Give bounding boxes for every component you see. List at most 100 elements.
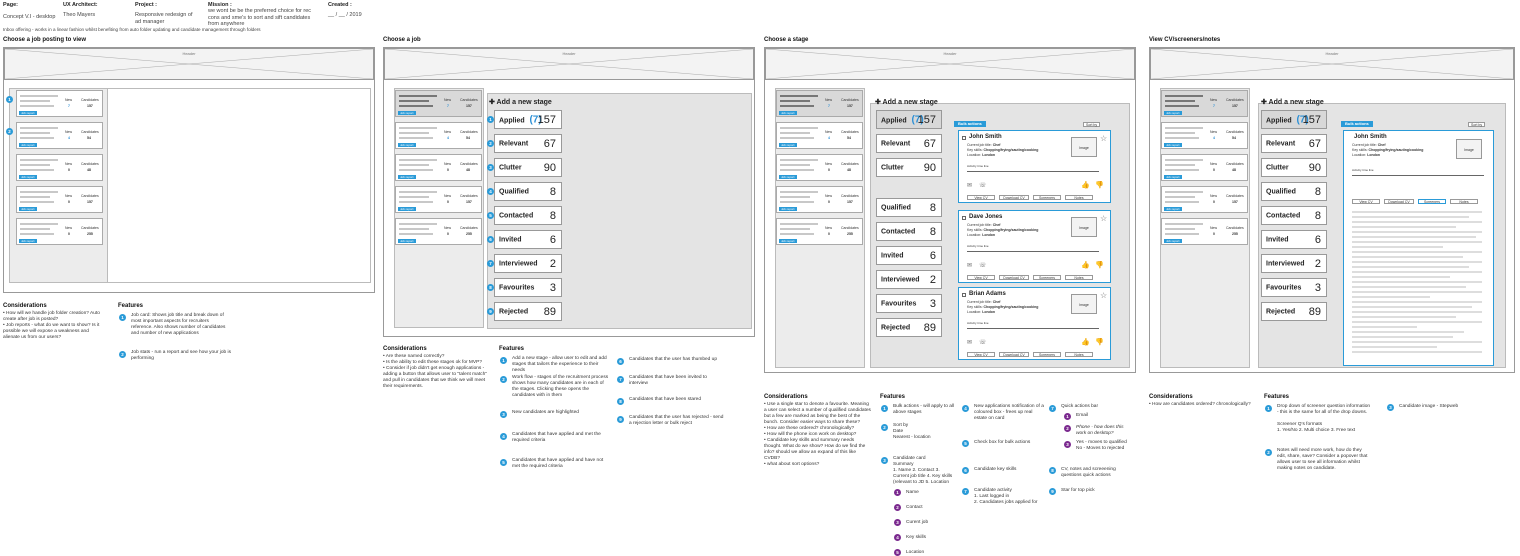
email-icon[interactable]: ✉ (967, 183, 973, 189)
job-card[interactable]: New Candidates 4 54 Job report (776, 122, 863, 149)
notes-button[interactable]: Notes (1065, 195, 1093, 200)
job-report-button[interactable]: Job report (1164, 175, 1182, 179)
stage-favourites[interactable]: Favourites 3 (876, 294, 942, 313)
stage-clutter[interactable]: Clutter 90 (494, 158, 562, 177)
screeners-button[interactable]: Screeners (1033, 275, 1061, 280)
stage-rejected[interactable]: Rejected 89 (494, 302, 562, 321)
add-stage-button[interactable]: ✚ Add a new stage (875, 99, 938, 106)
job-card[interactable]: New Candidates 4 54 Job report (1161, 122, 1248, 149)
view-cv-button[interactable]: View CV (1352, 199, 1380, 204)
job-report-button[interactable]: Job report (779, 143, 797, 147)
candidate-card[interactable]: Brian Adams Current job title: Chef Key sk… (958, 287, 1111, 360)
job-card[interactable]: New Candidates 0 157 Job report (16, 186, 103, 213)
bulk-checkbox[interactable] (962, 136, 966, 140)
job-card[interactable]: New Candidates 0 255 Job report (776, 218, 863, 245)
job-card[interactable]: New Candidates 0 157 Job report (776, 186, 863, 213)
stage-favourites[interactable]: Favourites 3 (1261, 278, 1327, 297)
job-report-button[interactable]: Job report (779, 239, 797, 243)
thumbs-up-icon[interactable]: 👍 (1081, 182, 1090, 189)
job-report-button[interactable]: Job report (398, 143, 416, 147)
stage-qualified[interactable]: Qualified 8 (494, 182, 562, 201)
download-cv-button[interactable]: Download CV (999, 275, 1029, 280)
stage-relevant[interactable]: Relevant 67 (876, 134, 942, 153)
job-card[interactable]: New Candidates 0 48 Job report (395, 154, 482, 181)
job-card[interactable]: New Candidates 7 157 Job report (16, 90, 103, 117)
phone-icon[interactable]: ☏ (979, 183, 987, 189)
job-card[interactable]: New Candidates 0 157 Job report (1161, 186, 1248, 213)
add-stage-button[interactable]: ✚ Add a new stage (1261, 99, 1324, 106)
stage-qualified[interactable]: Qualified 8 (876, 198, 942, 217)
stage-interviewed[interactable]: Interviewed 2 (876, 270, 942, 289)
screeners-button[interactable]: Screeners (1418, 199, 1446, 204)
thumbs-up-icon[interactable]: 👍 (1081, 262, 1090, 269)
view-cv-button[interactable]: View CV (967, 275, 995, 280)
job-report-button[interactable]: Job report (19, 207, 37, 211)
star-icon[interactable]: ☆ (1100, 134, 1108, 143)
bulk-actions-button[interactable]: Bulk actions (954, 121, 986, 127)
stage-relevant[interactable]: Relevant 67 (1261, 134, 1327, 153)
stage-invited[interactable]: Invited 6 (876, 246, 942, 265)
stage-relevant[interactable]: Relevant 67 (494, 134, 562, 153)
thumbs-down-icon[interactable]: 👎 (1095, 262, 1104, 269)
view-cv-button[interactable]: View CV (967, 195, 995, 200)
stage-rejected[interactable]: Rejected 89 (1261, 302, 1327, 321)
bulk-checkbox[interactable] (962, 216, 966, 220)
job-report-button[interactable]: Job report (19, 239, 37, 243)
star-icon[interactable]: ☆ (1100, 214, 1108, 223)
candidate-detail-card[interactable]: John Smith Current job title: Chef Key s… (1343, 130, 1494, 366)
stage-clutter[interactable]: Clutter 90 (1261, 158, 1327, 177)
job-report-button[interactable]: Job report (398, 207, 416, 211)
job-report-button[interactable]: Job report (1164, 207, 1182, 211)
stage-contacted[interactable]: Contacted 8 (494, 206, 562, 225)
screeners-button[interactable]: Screeners (1033, 195, 1061, 200)
stage-contacted[interactable]: Contacted 8 (876, 222, 942, 241)
job-report-button[interactable]: Job report (19, 111, 37, 115)
job-card[interactable]: New Candidates 0 157 Job report (395, 186, 482, 213)
stage-applied[interactable]: Applied (7) 157 (1261, 110, 1327, 129)
job-report-button[interactable]: Job report (398, 239, 416, 243)
stage-qualified[interactable]: Qualified 8 (1261, 182, 1327, 201)
email-icon[interactable]: ✉ (967, 340, 973, 346)
star-icon[interactable]: ☆ (1100, 291, 1108, 300)
job-card[interactable]: New Candidates 7 157 Job report (395, 90, 482, 117)
candidate-card[interactable]: Dave Jones Current job title: Chef Key ski… (958, 210, 1111, 283)
job-card[interactable]: New Candidates 0 255 Job report (395, 218, 482, 245)
notes-button[interactable]: Notes (1065, 352, 1093, 357)
job-card[interactable]: New Candidates 4 54 Job report (395, 122, 482, 149)
job-card[interactable]: New Candidates 4 54 Job report (16, 122, 103, 149)
job-report-button[interactable]: Job report (779, 111, 797, 115)
stage-interviewed[interactable]: Interviewed 2 (1261, 254, 1327, 273)
stage-contacted[interactable]: Contacted 8 (1261, 206, 1327, 225)
job-card[interactable]: New Candidates 0 255 Job report (16, 218, 103, 245)
thumbs-down-icon[interactable]: 👎 (1095, 339, 1104, 346)
job-report-button[interactable]: Job report (398, 111, 416, 115)
job-card[interactable]: New Candidates 7 157 Job report (1161, 90, 1248, 117)
job-card[interactable]: New Candidates 0 48 Job report (1161, 154, 1248, 181)
stage-clutter[interactable]: Clutter 90 (876, 158, 942, 177)
stage-invited[interactable]: Invited 6 (1261, 230, 1327, 249)
stage-rejected[interactable]: Rejected 89 (876, 318, 942, 337)
job-report-button[interactable]: Job report (1164, 239, 1182, 243)
candidate-card[interactable]: John Smith Current job title: Chef Key ski… (958, 130, 1111, 203)
stage-interviewed[interactable]: Interviewed 2 (494, 254, 562, 273)
job-report-button[interactable]: Job report (398, 175, 416, 179)
screeners-button[interactable]: Screeners (1033, 352, 1061, 357)
job-card[interactable]: New Candidates 0 255 Job report (1161, 218, 1248, 245)
job-report-button[interactable]: Job report (779, 175, 797, 179)
stage-invited[interactable]: Invited 6 (494, 230, 562, 249)
stage-applied[interactable]: Applied (7) 157 (494, 110, 562, 129)
bulk-actions-button[interactable]: Bulk actions (1341, 121, 1373, 127)
job-report-button[interactable]: Job report (19, 143, 37, 147)
thumbs-down-icon[interactable]: 👎 (1095, 182, 1104, 189)
job-card[interactable]: New Candidates 7 157 Job report (776, 90, 863, 117)
job-report-button[interactable]: Job report (1164, 143, 1182, 147)
bulk-checkbox[interactable] (962, 293, 966, 297)
sort-by-select[interactable]: Sort by (1468, 122, 1486, 127)
stage-favourites[interactable]: Favourites 3 (494, 278, 562, 297)
sort-by-select[interactable]: Sort by (1083, 122, 1101, 127)
job-card[interactable]: New Candidates 0 48 Job report (776, 154, 863, 181)
phone-icon[interactable]: ☏ (979, 263, 987, 269)
view-cv-button[interactable]: View CV (967, 352, 995, 357)
download-cv-button[interactable]: Download CV (999, 195, 1029, 200)
phone-icon[interactable]: ☏ (979, 340, 987, 346)
